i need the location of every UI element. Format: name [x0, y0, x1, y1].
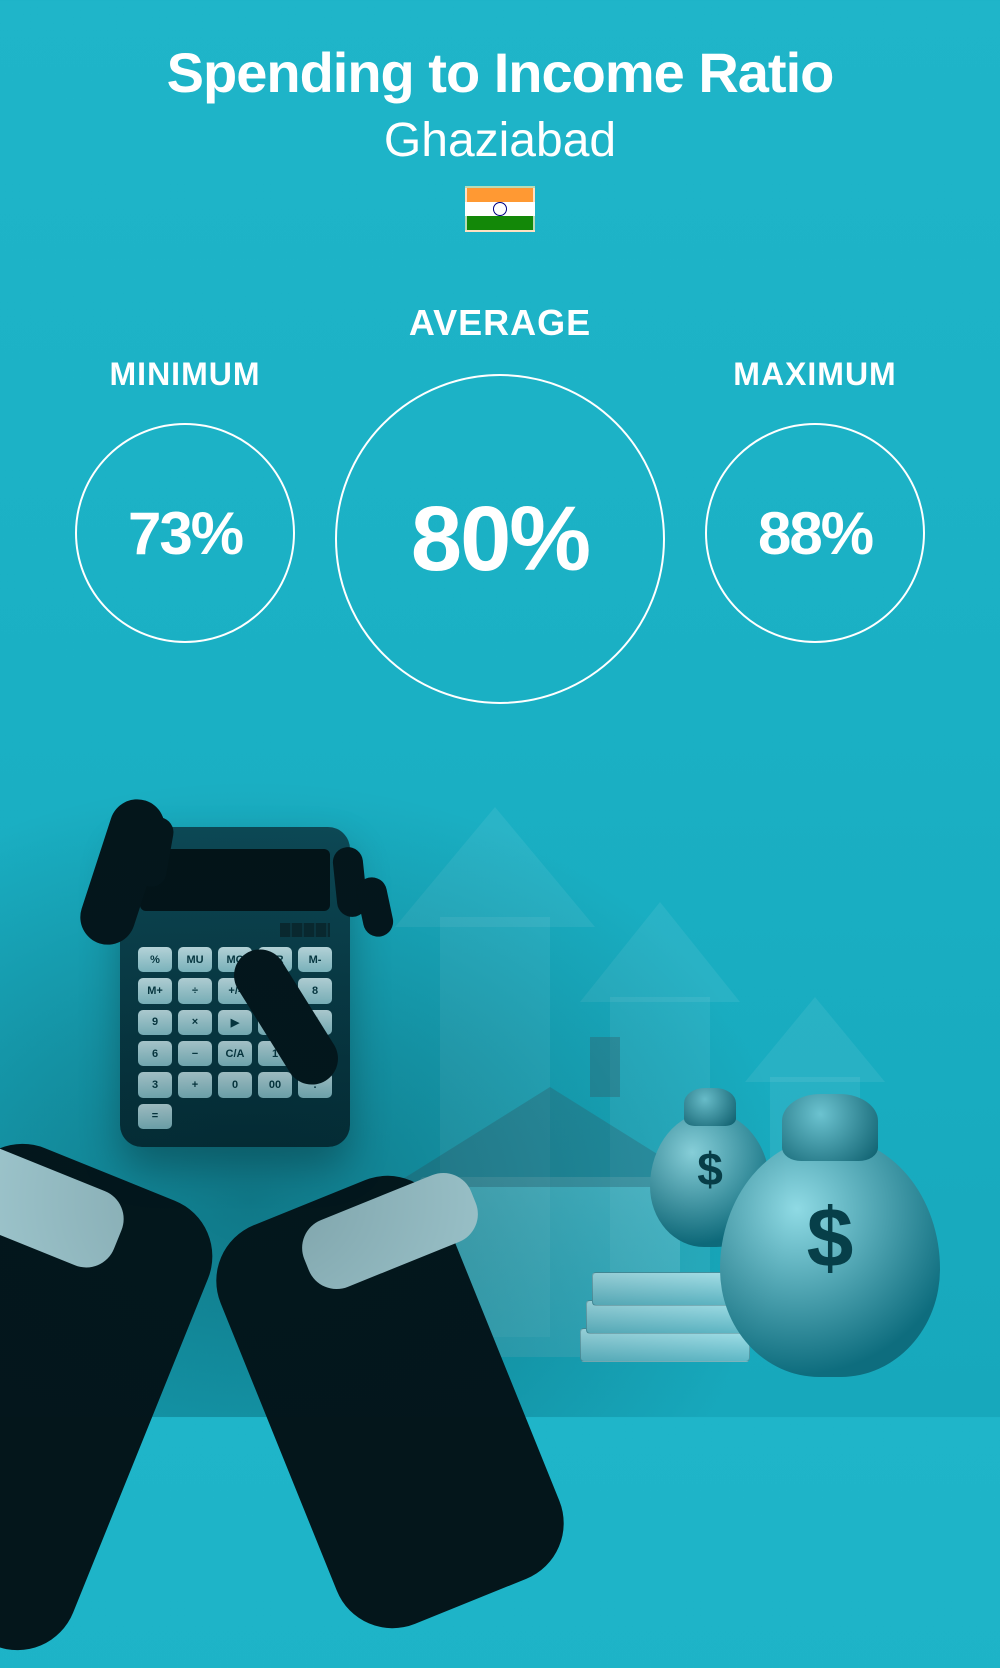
stat-maximum-label: MAXIMUM — [733, 302, 896, 393]
calculator-key: M- — [298, 947, 332, 972]
calculator-key: 9 — [138, 1010, 172, 1035]
decorative-illustration: $ $ %MUMCMRM- M+÷+/-78 9×▶45 6−C/A12 3+000. = — [0, 717, 1000, 1417]
stat-maximum-circle: 88% — [705, 423, 925, 643]
page-title: Spending to Income Ratio — [0, 40, 1000, 105]
calculator-key: MC — [218, 947, 252, 972]
calculator-key: 1 — [258, 1041, 292, 1066]
calculator-key: MR — [258, 947, 292, 972]
stat-average-circle: 80% — [335, 374, 665, 704]
calculator-key: + — [178, 1072, 212, 1097]
calculator-key: 5 — [298, 1010, 332, 1035]
calculator-key: ▶ — [218, 1010, 252, 1035]
stat-average-value: 80% — [411, 487, 589, 592]
page-subtitle: Ghaziabad — [0, 113, 1000, 168]
calculator-key: % — [138, 947, 172, 972]
stat-minimum-label: MINIMUM — [110, 302, 261, 393]
stat-maximum: MAXIMUM 88% — [705, 302, 925, 643]
calculator-key: ÷ — [178, 978, 212, 1003]
money-bag-icon: $ — [650, 1112, 770, 1247]
stat-maximum-value: 88% — [758, 499, 872, 568]
stats-row: MINIMUM 73% AVERAGE 80% MAXIMUM 88% — [0, 302, 1000, 704]
house-icon — [420, 1177, 680, 1357]
up-arrow-icon — [440, 917, 550, 1337]
calculator-key: 7 — [258, 978, 292, 1003]
stat-average-label: AVERAGE — [409, 302, 591, 344]
up-arrow-icon — [610, 997, 710, 1337]
stat-minimum-value: 73% — [128, 499, 242, 568]
calculator-key: = — [138, 1104, 172, 1129]
calculator-key: 2 — [298, 1041, 332, 1066]
hands-calculator-icon: %MUMCMRM- M+÷+/-78 9×▶45 6−C/A12 3+000. = — [0, 717, 560, 1417]
calculator-key: 6 — [138, 1041, 172, 1066]
calculator-icon: %MUMCMRM- M+÷+/-78 9×▶45 6−C/A12 3+000. = — [120, 827, 350, 1147]
calculator-key: C/A — [218, 1041, 252, 1066]
up-arrow-icon — [770, 1077, 860, 1337]
calculator-key: M+ — [138, 978, 172, 1003]
calculator-key: × — [178, 1010, 212, 1035]
cash-stack-icon — [580, 1272, 760, 1362]
stat-average: AVERAGE 80% — [335, 302, 665, 704]
calculator-key: 00 — [258, 1072, 292, 1097]
calculator-key: . — [298, 1072, 332, 1097]
calculator-key: 4 — [258, 1010, 292, 1035]
calculator-key: 0 — [218, 1072, 252, 1097]
stat-minimum-circle: 73% — [75, 423, 295, 643]
india-flag-icon — [465, 186, 535, 232]
calculator-key: MU — [178, 947, 212, 972]
calculator-key: − — [178, 1041, 212, 1066]
calculator-key: +/- — [218, 978, 252, 1003]
calculator-key: 8 — [298, 978, 332, 1003]
calculator-key: 3 — [138, 1072, 172, 1097]
money-bag-icon: $ — [720, 1137, 940, 1377]
stat-minimum: MINIMUM 73% — [75, 302, 295, 643]
